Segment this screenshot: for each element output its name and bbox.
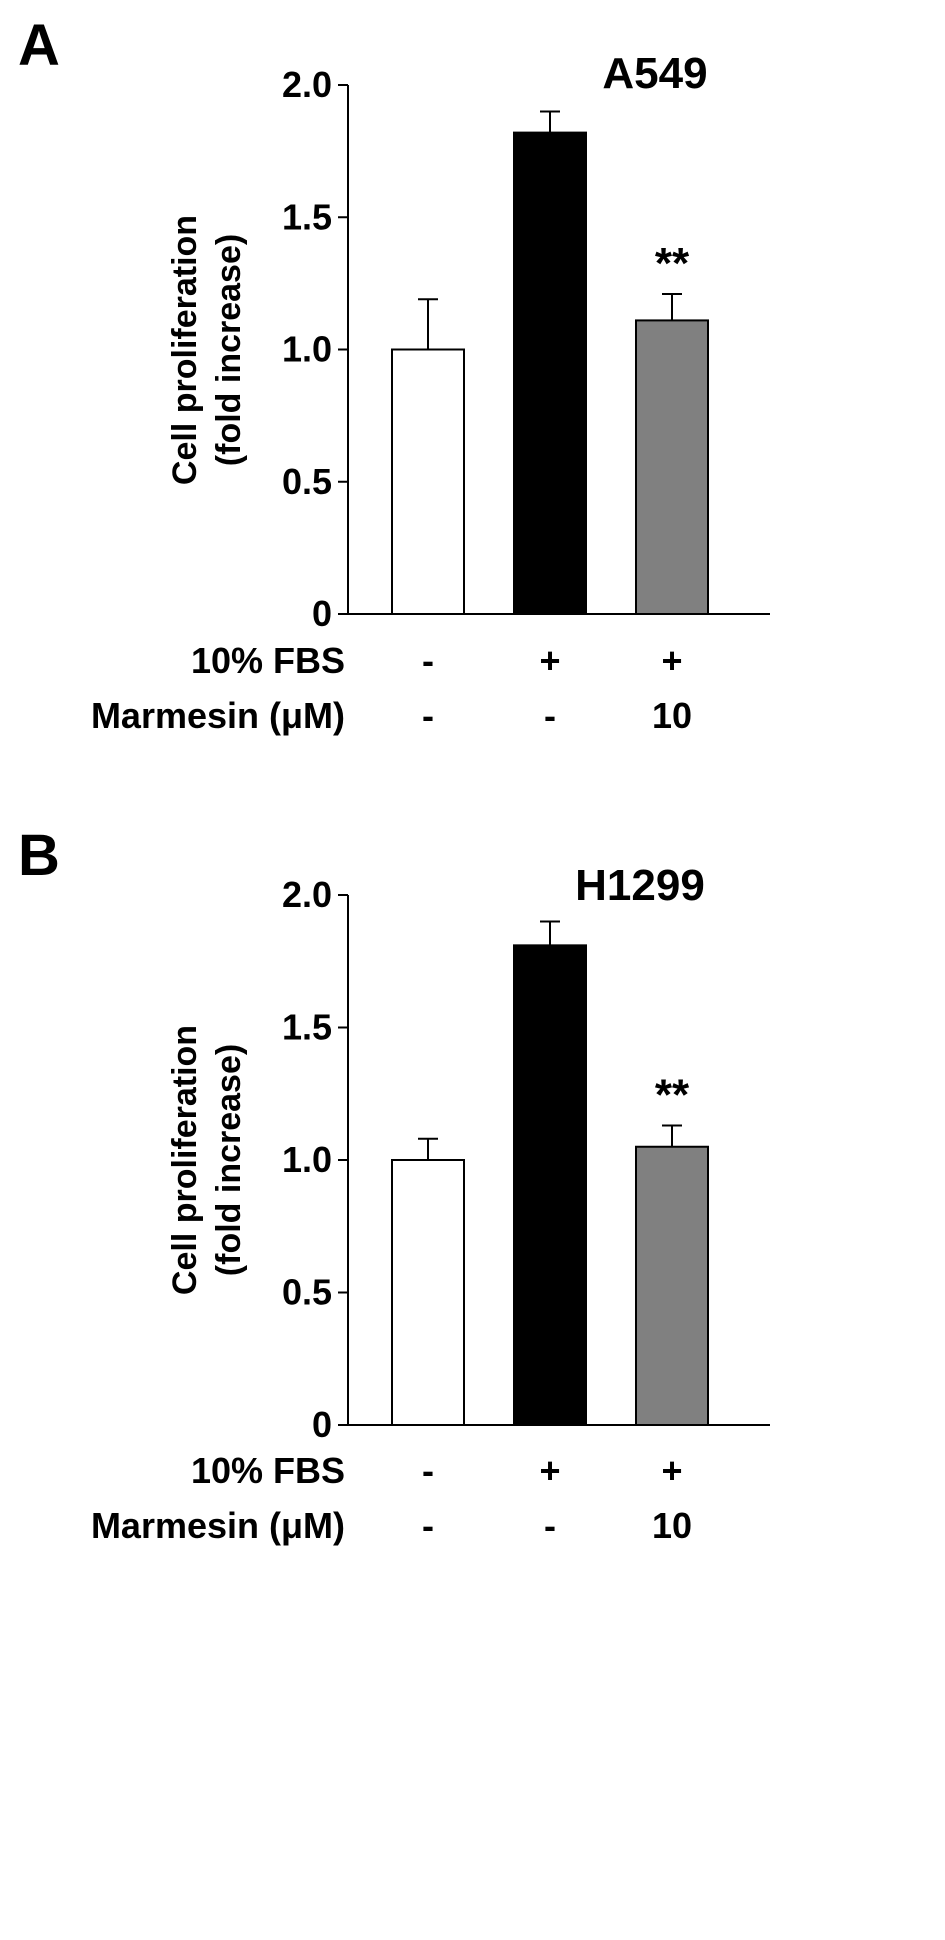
y-tick-label: 1.5 [282,1007,332,1048]
bar-marks: 0 0.5 1.0 1.5 2.0 - - + - ** +10 [282,64,709,736]
chart-title: H1299 [575,861,705,910]
y-tick-label: 0.5 [282,1272,332,1313]
bar [391,348,465,615]
condition-label-fbs: 10% FBS [191,1450,345,1491]
condition-value: - [422,1505,434,1546]
significance-label: ** [655,1071,690,1120]
condition-value: - [544,1505,556,1546]
condition-value: + [539,640,560,681]
condition-value: - [422,1450,434,1491]
y-axis-label-line-1: Cell proliferation [166,1025,204,1295]
condition-value: - [422,640,434,681]
y-tick-label: 1.0 [282,1139,332,1180]
y-tick-label: 2.0 [282,874,332,915]
condition-value: 10 [652,695,692,736]
panel-h1299: B H1299 Cell proliferation (fold increas… [18,823,770,1546]
panel-label: B [18,823,60,888]
y-axis-label-line-2: (fold increase) [210,234,248,466]
condition-label-fbs: 10% FBS [191,640,345,681]
panel-a549: A A549 Cell proliferation (fold increase… [18,13,770,736]
panel-label: A [18,13,60,78]
bar [391,1159,465,1426]
y-axis-label-line-2: (fold increase) [210,1044,248,1276]
condition-value: - [544,695,556,736]
bar [635,1145,709,1426]
bar [635,319,709,615]
condition-value: 10 [652,1505,692,1546]
y-tick-label: 1.0 [282,329,332,370]
condition-value: - [422,695,434,736]
condition-value: + [661,640,682,681]
y-tick-label: 0 [312,1404,332,1445]
bar [513,944,587,1426]
bar [513,131,587,616]
condition-value: + [539,1450,560,1491]
condition-value: + [661,1450,682,1491]
condition-label-marmesin: Marmesin (μM) [91,1505,345,1546]
y-tick-label: 0.5 [282,461,332,502]
chart-title: A549 [602,49,707,98]
condition-label-marmesin: Marmesin (μM) [91,695,345,736]
y-tick-label: 0 [312,593,332,634]
y-tick-label: 2.0 [282,64,332,105]
y-tick-label: 1.5 [282,196,332,237]
significance-label: ** [655,239,690,288]
bar-marks: 0 0.5 1.0 1.5 2.0 - - + - ** +10 [282,874,709,1546]
y-axis-label-line-1: Cell proliferation [166,215,204,485]
